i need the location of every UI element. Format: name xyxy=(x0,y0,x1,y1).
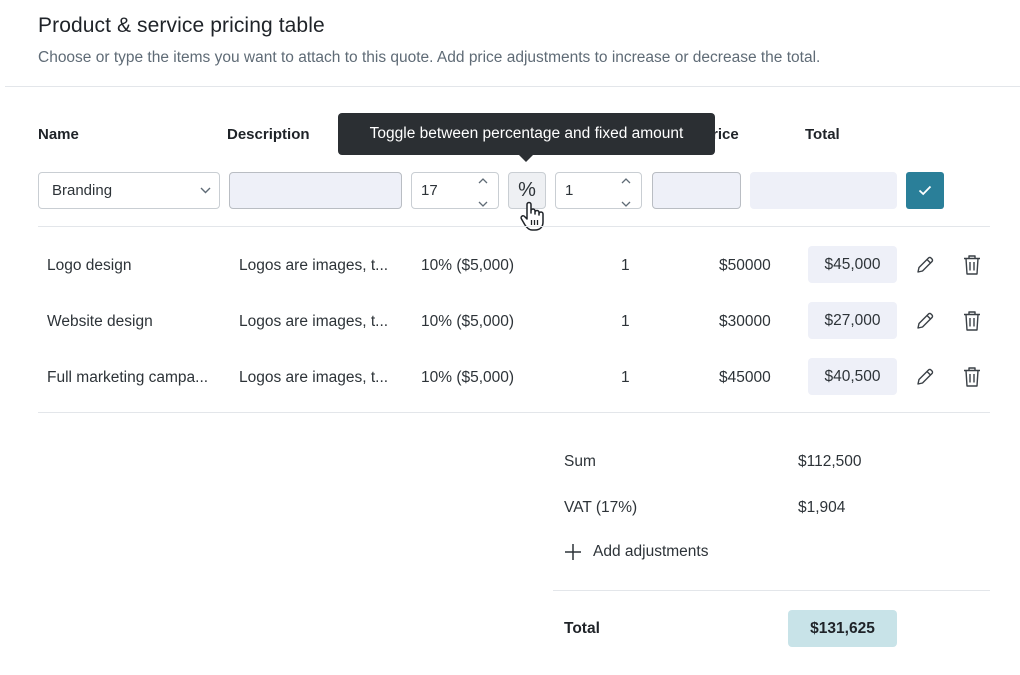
edit-row-button[interactable] xyxy=(913,309,937,333)
row-total: $40,500 xyxy=(808,358,897,395)
quantity-stepper-value: 1 xyxy=(565,182,574,199)
item-name-select[interactable]: Branding xyxy=(38,172,220,209)
delete-row-button[interactable] xyxy=(960,309,984,333)
row-discount: 10% ($5,000) xyxy=(421,369,515,386)
chevron-down-icon[interactable] xyxy=(478,194,488,211)
row-price: $30000 xyxy=(719,313,771,330)
trash-icon xyxy=(964,311,980,331)
add-adjustments-button[interactable]: Add adjustments xyxy=(563,542,708,562)
chevron-down-icon[interactable] xyxy=(621,194,631,211)
row-description: Logos are images, t... xyxy=(239,313,389,330)
row-total: $45,000 xyxy=(808,246,897,283)
row-discount: 10% ($5,000) xyxy=(421,257,515,274)
chevron-up-icon[interactable] xyxy=(621,171,631,188)
toggle-tooltip: Toggle between percentage and fixed amou… xyxy=(338,113,715,162)
delete-row-button[interactable] xyxy=(960,253,984,277)
column-header-price: rice xyxy=(712,126,739,143)
quantity-stepper[interactable]: 1 xyxy=(555,172,642,209)
editor-divider xyxy=(38,226,990,227)
hand-cursor-icon xyxy=(520,201,544,231)
row-discount: 10% ($5,000) xyxy=(421,313,515,330)
row-description: Logos are images, t... xyxy=(239,257,389,274)
discount-stepper-value: 17 xyxy=(421,182,438,199)
pencil-icon xyxy=(917,312,934,329)
row-name: Logo design xyxy=(47,257,132,274)
row-name: Website design xyxy=(47,313,153,330)
description-input[interactable] xyxy=(229,172,402,209)
plus-icon xyxy=(565,544,581,560)
grand-total-badge: $131,625 xyxy=(788,610,897,647)
row-description: Logos are images, t... xyxy=(239,369,389,386)
chevron-up-icon[interactable] xyxy=(478,171,488,188)
edit-row-button[interactable] xyxy=(913,365,937,389)
summary-divider xyxy=(553,590,990,591)
column-header-description: Description xyxy=(227,126,310,143)
row-quantity: 1 xyxy=(621,369,630,386)
grand-total-value: $131,625 xyxy=(810,619,875,637)
row-price: $45000 xyxy=(719,369,771,386)
tooltip-text: Toggle between percentage and fixed amou… xyxy=(369,125,684,142)
row-quantity: 1 xyxy=(621,313,630,330)
grand-total-label: Total xyxy=(564,620,600,637)
sum-value: $112,500 xyxy=(798,453,862,470)
chevron-down-icon xyxy=(191,187,219,194)
confirm-button[interactable] xyxy=(906,172,944,209)
sum-label: Sum xyxy=(564,453,596,470)
total-field xyxy=(750,172,897,209)
row-total-value: $45,000 xyxy=(824,255,881,273)
table-bottom-divider xyxy=(38,412,990,413)
column-header-name: Name xyxy=(38,126,79,143)
add-adjustments-label: Add adjustments xyxy=(593,543,709,560)
item-name-select-value: Branding xyxy=(52,182,113,199)
delete-row-button[interactable] xyxy=(960,365,984,389)
page-title: Product & service pricing table xyxy=(38,14,325,37)
row-price: $50000 xyxy=(719,257,771,274)
row-total-value: $40,500 xyxy=(824,367,881,385)
row-total-value: $27,000 xyxy=(824,311,881,329)
trash-icon xyxy=(964,367,980,387)
row-total: $27,000 xyxy=(808,302,897,339)
pencil-icon xyxy=(917,368,934,385)
percent-icon: % xyxy=(518,179,536,201)
discount-stepper[interactable]: 17 xyxy=(411,172,499,209)
trash-icon xyxy=(964,255,980,275)
price-input[interactable] xyxy=(652,172,741,209)
edit-row-button[interactable] xyxy=(913,253,937,277)
column-header-total: Total xyxy=(805,126,840,143)
row-name: Full marketing campa... xyxy=(47,369,209,386)
row-quantity: 1 xyxy=(621,257,630,274)
header-divider xyxy=(5,86,1020,87)
page-subtitle: Choose or type the items you want to att… xyxy=(38,49,821,66)
vat-value: $1,904 xyxy=(798,499,846,516)
check-icon xyxy=(918,185,932,196)
vat-label: VAT (17%) xyxy=(564,499,638,516)
pencil-icon xyxy=(917,256,934,273)
